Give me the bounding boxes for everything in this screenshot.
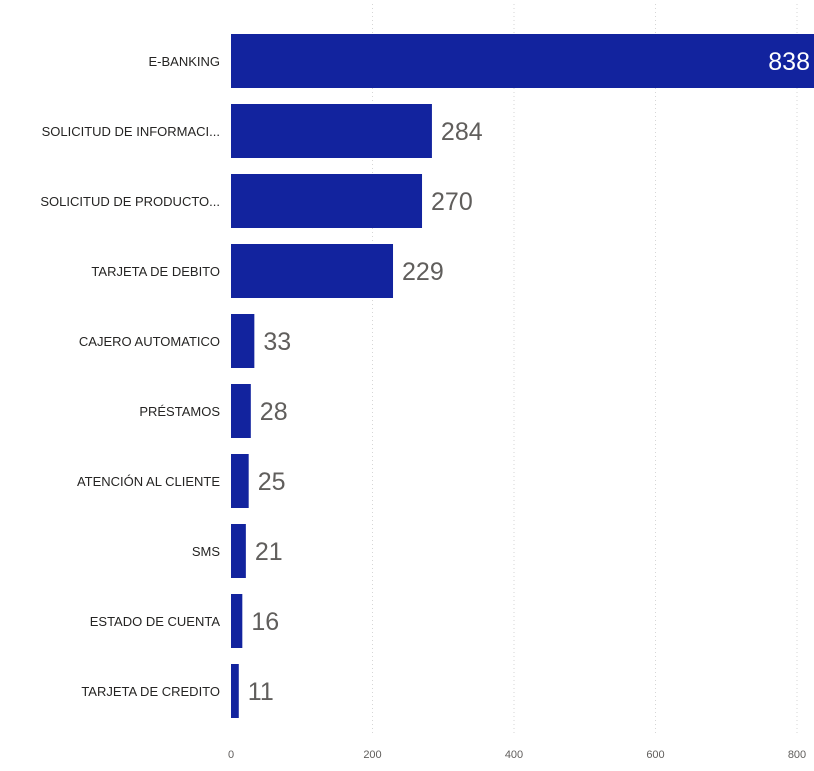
category-labels: E-BANKING SOLICITUD DE INFORMACI... SOLICI… xyxy=(40,54,220,699)
category-label: SOLICITUD DE PRODUCTO... xyxy=(40,194,220,209)
data-label: 16 xyxy=(251,608,279,636)
bar[interactable] xyxy=(231,594,243,648)
category-label: PRÉSTAMOS xyxy=(139,404,220,419)
data-label: 11 xyxy=(248,678,274,706)
category-label: E-BANKING xyxy=(148,54,220,69)
bar[interactable] xyxy=(231,314,255,368)
x-tick-label: 400 xyxy=(505,749,523,761)
bar[interactable] xyxy=(231,664,239,718)
bar[interactable] xyxy=(231,34,814,88)
data-label: 25 xyxy=(258,468,286,496)
category-label: ESTADO DE CUENTA xyxy=(90,614,221,629)
category-label: TARJETA DE DEBITO xyxy=(91,264,220,279)
category-label: SMS xyxy=(192,544,221,559)
bar[interactable] xyxy=(231,384,251,438)
bar[interactable] xyxy=(231,104,432,158)
data-labels: 838 284 270 229 33 28 25 21 16 11 xyxy=(248,48,810,706)
category-label: TARJETA DE CREDITO xyxy=(81,684,220,699)
category-label: ATENCIÓN AL CLIENTE xyxy=(77,474,220,489)
bars xyxy=(231,34,814,718)
data-label: 270 xyxy=(431,188,473,216)
bar[interactable] xyxy=(231,174,423,228)
category-label: CAJERO AUTOMATICO xyxy=(79,334,220,349)
bar[interactable] xyxy=(231,454,249,508)
data-label: 21 xyxy=(255,538,283,566)
data-label: 229 xyxy=(402,258,444,286)
x-tick-label: 800 xyxy=(788,749,806,761)
x-tick-label: 200 xyxy=(363,749,381,761)
x-tick-label: 600 xyxy=(646,749,664,761)
data-label: 838 xyxy=(768,48,810,76)
category-label: SOLICITUD DE INFORMACI... xyxy=(42,124,220,139)
bar[interactable] xyxy=(231,524,246,578)
data-label: 33 xyxy=(263,328,291,356)
data-label: 28 xyxy=(260,398,288,426)
gridlines xyxy=(372,4,798,734)
x-tick-label: 0 xyxy=(228,749,234,761)
data-label: 284 xyxy=(441,118,483,146)
x-axis-ticks: 0 200 400 600 800 xyxy=(228,749,806,761)
bar[interactable] xyxy=(231,244,394,298)
